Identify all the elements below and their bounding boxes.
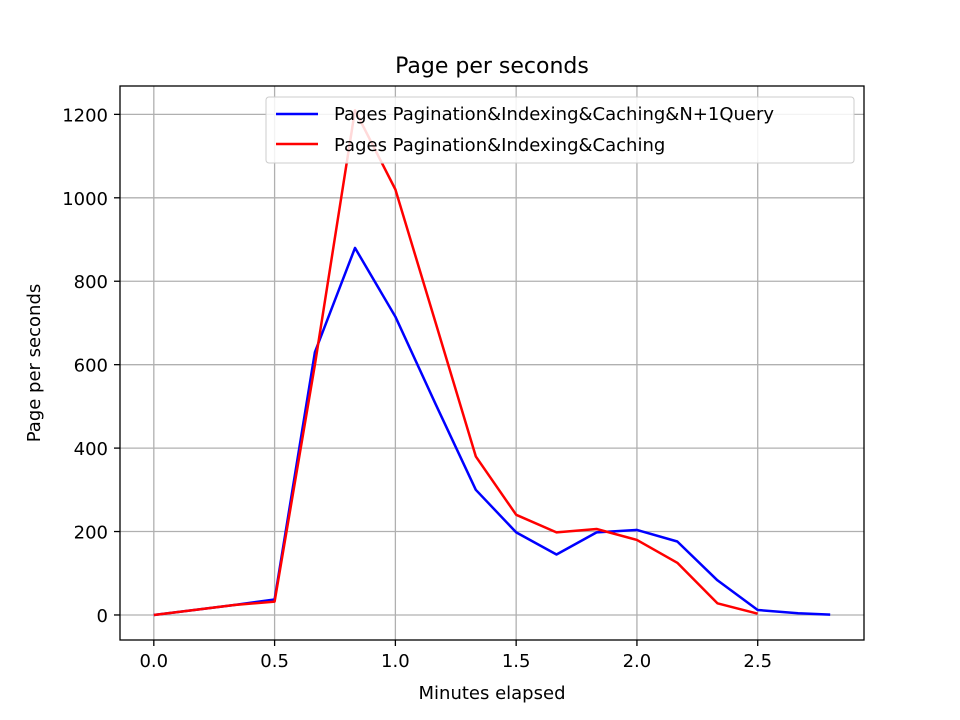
x-tick-label: 1.5 — [502, 651, 531, 672]
x-tick-label: 0.0 — [139, 651, 168, 672]
legend-box — [265, 96, 855, 164]
x-tick-label: 2.0 — [623, 651, 652, 672]
legend: Pages Pagination&Indexing&Caching&N+1Que… — [265, 96, 855, 164]
y-tick-label: 800 — [74, 272, 108, 293]
series-line-2 — [153, 108, 759, 617]
legend-label-series-2: Pages Pagination&Indexing&Caching — [334, 135, 665, 156]
ticks: 0.0 0.5 1.0 1.5 2.0 2.5 0 200 400 600 800 1000 1200 — [62, 105, 772, 672]
series-lines — [153, 108, 831, 617]
y-axis-label: Page per seconds — [24, 284, 45, 443]
y-tick-label: 200 — [74, 523, 108, 544]
x-tick-label: 1.0 — [381, 651, 410, 672]
y-tick-label: 400 — [74, 439, 108, 460]
x-tick-label: 2.5 — [743, 651, 772, 672]
y-tick-label: 0 — [97, 606, 108, 627]
y-tick-label: 1000 — [62, 189, 108, 210]
y-tick-label: 600 — [74, 356, 108, 377]
legend-label-series-1: Pages Pagination&Indexing&Caching&N+1Que… — [334, 104, 774, 125]
x-tick-label: 0.5 — [260, 651, 289, 672]
grid — [120, 86, 864, 640]
x-axis-label: Minutes elapsed — [419, 683, 566, 704]
plot-frame — [119, 85, 865, 641]
chart-title: Page per seconds — [395, 54, 589, 79]
y-tick-label: 1200 — [62, 105, 108, 126]
series-line-1 — [153, 246, 831, 617]
